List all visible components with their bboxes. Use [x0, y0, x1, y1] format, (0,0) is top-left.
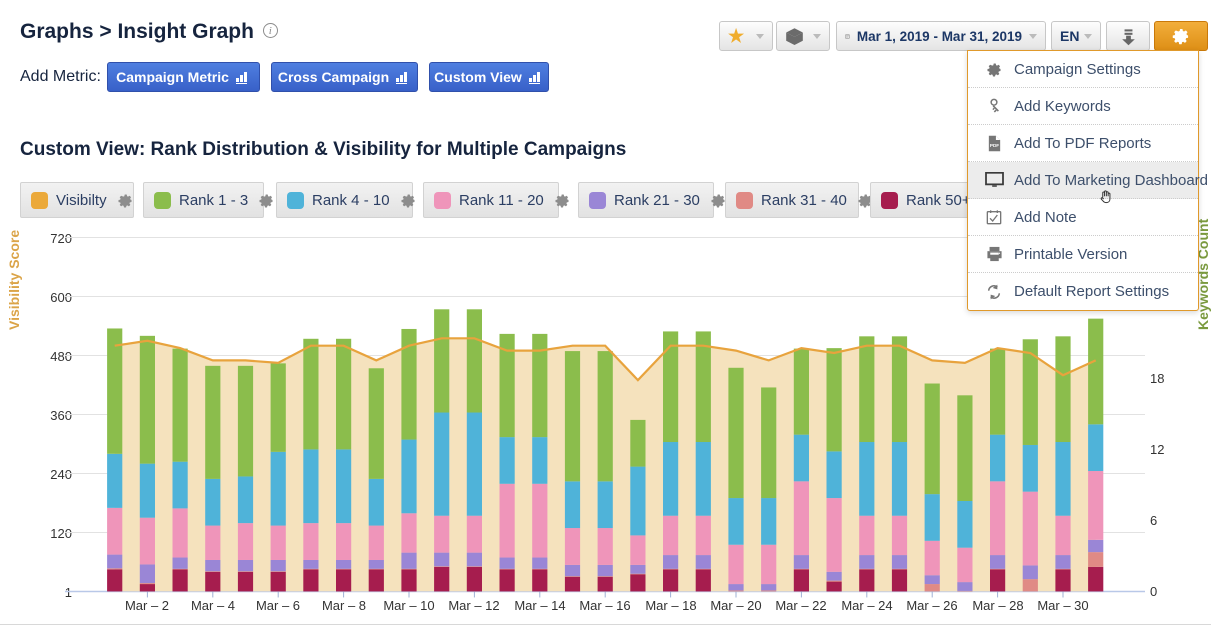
svg-text:PDF: PDF [989, 143, 998, 148]
